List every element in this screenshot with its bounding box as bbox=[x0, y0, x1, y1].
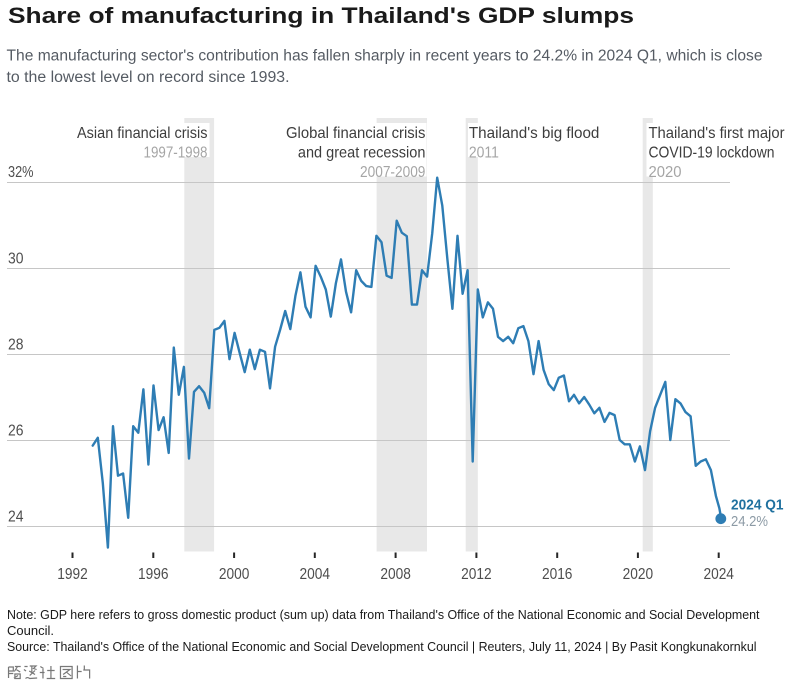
svg-text:2007-2009: 2007-2009 bbox=[360, 164, 425, 181]
svg-text:COVID-19 lockdown: COVID-19 lockdown bbox=[649, 145, 775, 162]
svg-text:26: 26 bbox=[8, 423, 24, 440]
svg-text:Thailand's big flood: Thailand's big flood bbox=[469, 125, 600, 142]
svg-text:2004: 2004 bbox=[300, 566, 331, 583]
svg-text:1997-1998: 1997-1998 bbox=[144, 145, 208, 162]
svg-text:28: 28 bbox=[8, 337, 24, 354]
svg-text:30: 30 bbox=[8, 251, 24, 268]
svg-text:2011: 2011 bbox=[469, 145, 499, 162]
svg-text:Source: Thailand's Office of t: Source: Thailand's Office of the Nationa… bbox=[7, 639, 757, 654]
svg-text:2012: 2012 bbox=[461, 566, 492, 583]
svg-text:2008: 2008 bbox=[380, 566, 411, 583]
svg-text:Share of manufacturing in Thai: Share of manufacturing in Thailand's GDP… bbox=[8, 3, 634, 28]
svg-text:and great recession: and great recession bbox=[298, 145, 426, 162]
svg-text:1992: 1992 bbox=[57, 566, 88, 583]
svg-text:Council.: Council. bbox=[7, 623, 54, 638]
svg-text:Note: GDP here refers to gross: Note: GDP here refers to gross domestic … bbox=[7, 607, 760, 622]
svg-text:2000: 2000 bbox=[219, 566, 250, 583]
svg-text:2024: 2024 bbox=[703, 566, 734, 583]
svg-text:24: 24 bbox=[8, 509, 24, 526]
svg-text:2016: 2016 bbox=[542, 566, 573, 583]
svg-text:Global financial crisis: Global financial crisis bbox=[286, 125, 425, 142]
svg-text:Thailand's first major: Thailand's first major bbox=[649, 125, 786, 142]
svg-text:32%: 32% bbox=[8, 164, 34, 181]
svg-text:The manufacturing sector's con: The manufacturing sector's contribution … bbox=[7, 47, 763, 64]
svg-text:24.2%: 24.2% bbox=[731, 514, 768, 530]
svg-text:2024 Q1: 2024 Q1 bbox=[731, 498, 784, 514]
svg-text:to the lowest level on record: to the lowest level on record since 1993… bbox=[7, 69, 290, 86]
svg-text:1996: 1996 bbox=[138, 566, 169, 583]
svg-text:Asian financial crisis: Asian financial crisis bbox=[77, 125, 208, 142]
svg-text:2020: 2020 bbox=[623, 566, 654, 583]
svg-text:2020: 2020 bbox=[649, 164, 682, 181]
